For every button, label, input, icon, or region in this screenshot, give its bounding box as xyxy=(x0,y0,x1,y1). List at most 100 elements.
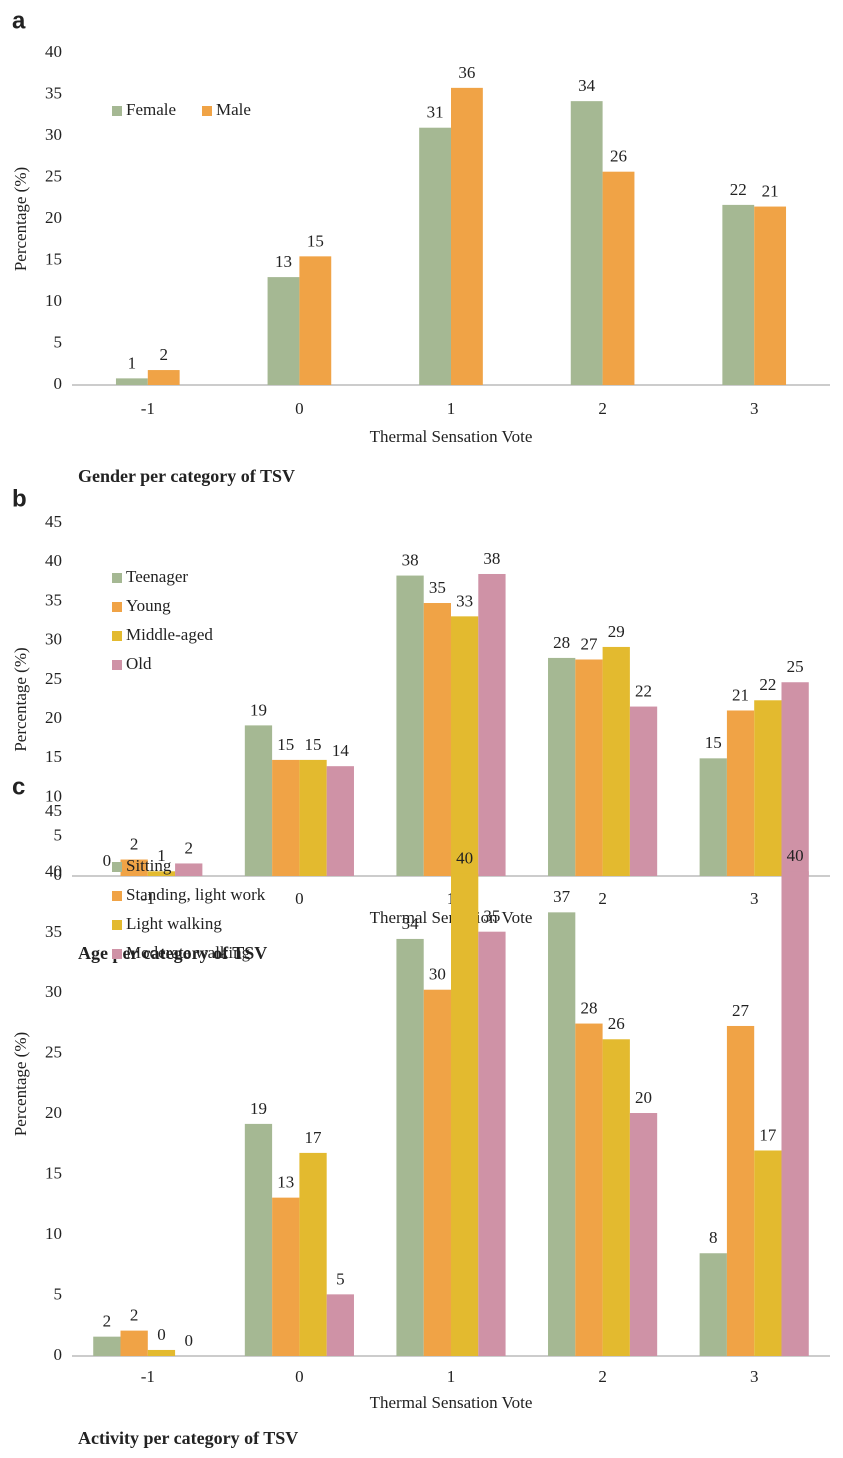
bar xyxy=(699,758,727,876)
bar xyxy=(699,1253,727,1356)
x-tick-label: 0 xyxy=(295,1367,304,1386)
caption: Activity per category of TSV xyxy=(78,1428,298,1448)
bar xyxy=(629,706,658,876)
legend-swatch xyxy=(112,602,122,612)
legend-label: Light walking xyxy=(126,914,222,933)
x-tick-label: 0 xyxy=(295,889,304,908)
value-label: 2 xyxy=(130,834,139,853)
bar xyxy=(548,912,576,1356)
legend-label: Teenager xyxy=(126,567,188,586)
bar xyxy=(299,256,332,385)
caption: Gender per category of TSV xyxy=(78,466,295,486)
value-label: 34 xyxy=(578,76,596,95)
y-tick-label: 10 xyxy=(45,786,62,805)
bar xyxy=(602,1039,630,1356)
y-tick-label: 45 xyxy=(45,512,62,531)
value-label: 15 xyxy=(277,735,294,754)
y-tick-label: 45 xyxy=(45,801,62,820)
value-label: 2 xyxy=(103,1312,112,1331)
value-label: 25 xyxy=(787,657,804,676)
bar xyxy=(326,766,354,876)
legend-label: Moderate walking xyxy=(126,943,251,962)
value-label: 30 xyxy=(429,965,446,984)
value-label: 1 xyxy=(128,353,137,372)
bar xyxy=(781,682,809,876)
bar xyxy=(396,938,424,1356)
y-tick-label: 35 xyxy=(45,83,62,102)
value-label: 14 xyxy=(332,741,350,760)
bar xyxy=(726,1025,755,1356)
bar xyxy=(548,657,576,876)
legend-label: Middle-aged xyxy=(126,625,213,644)
bar xyxy=(299,1152,327,1356)
y-tick-label: 25 xyxy=(45,166,62,185)
bar xyxy=(781,871,809,1356)
x-tick-label: -1 xyxy=(141,399,155,418)
bar xyxy=(423,989,451,1356)
y-tick-label: 40 xyxy=(45,861,62,880)
y-tick-label: 15 xyxy=(45,1164,62,1183)
panel-letter: c xyxy=(12,773,25,800)
value-label: 27 xyxy=(580,634,598,653)
value-label: 15 xyxy=(305,735,322,754)
value-label: 15 xyxy=(307,231,324,250)
value-label: 28 xyxy=(553,633,570,652)
bar xyxy=(602,646,630,876)
bar xyxy=(326,1294,354,1356)
bar xyxy=(396,575,424,876)
value-label: 28 xyxy=(580,998,597,1017)
y-tick-label: 10 xyxy=(45,1224,62,1243)
legend-swatch xyxy=(112,631,122,641)
bar xyxy=(754,206,787,385)
bar xyxy=(602,171,635,385)
value-label: 8 xyxy=(709,1228,718,1247)
legend-swatch xyxy=(112,862,122,872)
legend-label: Standing, light work xyxy=(126,885,266,904)
bar xyxy=(478,573,506,876)
y-tick-label: 15 xyxy=(45,747,62,766)
value-label: 2 xyxy=(130,1306,139,1325)
y-axis-label: Percentage (%) xyxy=(11,647,30,751)
legend-swatch xyxy=(112,949,122,959)
x-tick-label: 1 xyxy=(447,399,456,418)
y-tick-label: 10 xyxy=(45,291,62,310)
x-tick-label: 3 xyxy=(750,399,759,418)
value-label: 0 xyxy=(184,1331,193,1350)
bar xyxy=(267,277,300,385)
legend-label: Female xyxy=(126,100,176,119)
value-label: 35 xyxy=(483,907,500,926)
value-label: 38 xyxy=(402,550,419,569)
panel-letter: a xyxy=(12,7,26,34)
y-tick-label: 25 xyxy=(45,1043,62,1062)
y-tick-label: 5 xyxy=(54,332,63,351)
x-tick-label: 3 xyxy=(750,1367,759,1386)
value-label: 40 xyxy=(456,849,473,868)
bar xyxy=(244,1123,273,1356)
value-label: 0 xyxy=(157,1325,166,1344)
legend-swatch xyxy=(112,573,122,583)
value-label: 36 xyxy=(458,63,475,82)
bar xyxy=(93,1336,121,1356)
legend-label: Male xyxy=(216,100,251,119)
legend-swatch xyxy=(112,920,122,930)
value-label: 22 xyxy=(635,681,652,700)
value-label: 20 xyxy=(635,1088,652,1107)
y-tick-label: 20 xyxy=(45,1103,62,1122)
value-label: 21 xyxy=(732,685,749,704)
legend-label: Sitting xyxy=(126,856,172,875)
x-tick-label: -1 xyxy=(141,1367,155,1386)
bar xyxy=(272,1197,300,1356)
legend-label: Young xyxy=(126,596,171,615)
bar xyxy=(120,859,148,876)
value-label: 19 xyxy=(250,1099,267,1118)
y-tick-label: 35 xyxy=(45,922,62,941)
value-label: 37 xyxy=(553,887,571,906)
bar xyxy=(629,1113,658,1356)
value-label: 38 xyxy=(483,549,500,568)
legend-swatch xyxy=(112,106,122,116)
y-tick-label: 0 xyxy=(54,865,63,884)
bar xyxy=(575,1023,603,1356)
x-tick-label: -1 xyxy=(141,889,155,908)
value-label: 27 xyxy=(732,1001,750,1020)
y-axis-label: Percentage (%) xyxy=(11,1032,30,1136)
